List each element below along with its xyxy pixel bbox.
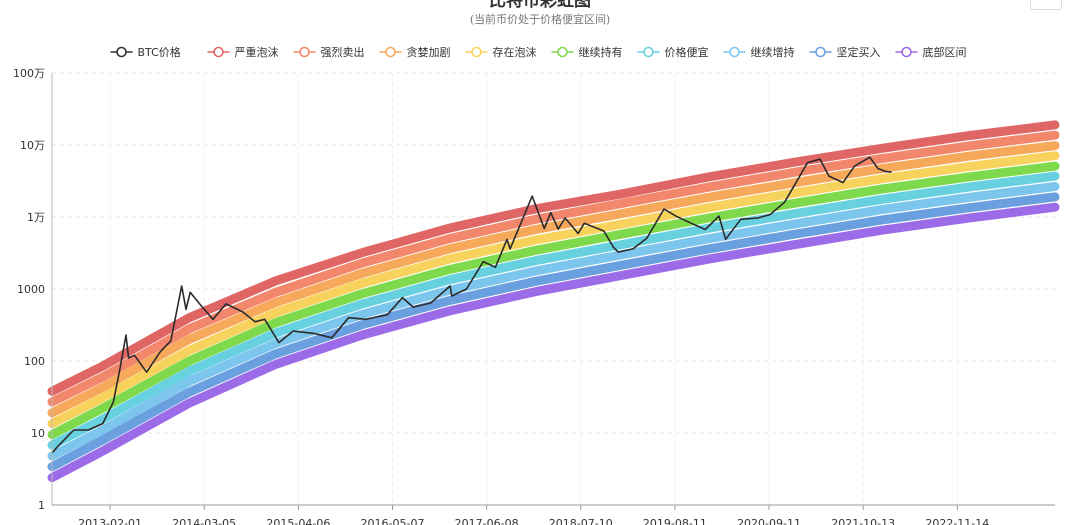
y-tick-label: 1000 [17,283,45,296]
legend-item[interactable]: 贪婪加剧 [379,45,451,59]
rainbow-band-1 [47,120,1060,396]
legend-label: 强烈卖出 [321,45,365,59]
y-tick-label: 10万 [20,139,45,152]
y-tick-label: 1 [38,499,45,512]
x-tick-label: 2014-03-05 [172,517,236,525]
legend-marker-icon [116,46,127,58]
btc-price-line [51,156,892,454]
legend-item[interactable]: 强烈卖出 [293,45,365,59]
rainbow-band-4 [47,151,1060,429]
x-tick-label: 2016-05-07 [361,517,425,525]
legend: BTC价格 严重泡沫 强烈卖出 贪婪加剧 存在泡沫 继续持有 价格便宜 继续增持 坚定买入 底部区… [110,45,967,59]
x-tick-label: 2022-11-14 [925,517,989,525]
legend-label: 继续增持 [751,45,795,59]
x-tick-label: 2013-02-01 [78,517,142,525]
legend-marker-icon [385,46,396,58]
legend-item[interactable]: 价格便宜 [637,45,709,59]
legend-marker-icon [213,46,224,58]
x-tick-label: 2017-06-08 [455,517,519,525]
legend-item[interactable]: 底部区间 [895,45,967,59]
legend-marker-icon [471,46,482,58]
btc-series [51,156,892,454]
legend-item[interactable]: BTC价格 [110,45,181,59]
rainbow-band-5 [47,161,1060,440]
legend-label: 底部区间 [923,45,967,59]
x-tick-label: 2015-04-06 [266,517,330,525]
x-tick-label: 2020-09-11 [737,517,801,525]
x-tick-label: 2018-07-10 [549,517,613,525]
x-tick-label: 2019-08-11 [643,517,707,525]
legend-marker-icon [643,46,654,58]
rainbow-band-7 [47,182,1060,461]
y-tick-label: 100 [24,355,45,368]
legend-label: 坚定买入 [837,45,881,59]
rainbow-band-8 [47,192,1060,472]
legend-item[interactable]: 继续增持 [723,45,795,59]
legend-marker-icon [901,46,912,58]
y-tick-label: 100万 [13,67,45,80]
legend-label: 严重泡沫 [235,45,279,59]
legend-item[interactable]: 继续持有 [551,45,623,59]
axes: 1 10 100 1000 1万 10万 100万 2013-02-01 2014-03-05 2… [13,67,1055,525]
y-tick-label: 10 [31,427,45,440]
rainbow-band-9 [47,202,1060,483]
legend-marker-icon [557,46,568,58]
chart-subtitle: (当前币价处于价格便宜区间) [469,13,611,26]
rainbow-band-3 [47,141,1060,418]
rainbow-band-2 [47,130,1060,407]
legend-marker-icon [729,46,740,58]
legend-label: 继续持有 [579,45,623,59]
toolbox-button[interactable] [1030,0,1062,10]
legend-label: 贪婪加剧 [407,45,451,59]
chart-title: 比特币彩虹图 [489,0,591,11]
x-tick-label: 2021-10-13 [831,517,895,525]
rainbow-band-6 [47,171,1060,450]
legend-marker-icon [815,46,826,58]
legend-label: 价格便宜 [665,45,709,59]
legend-label: BTC价格 [138,45,181,59]
legend-label: 存在泡沫 [493,45,537,59]
legend-item[interactable]: 存在泡沫 [465,45,537,59]
rainbow-bands [47,120,1060,483]
legend-item[interactable]: 坚定买入 [809,45,881,59]
legend-marker-icon [299,46,310,58]
legend-item[interactable]: 严重泡沫 [207,45,279,59]
y-tick-label: 1万 [27,211,45,224]
